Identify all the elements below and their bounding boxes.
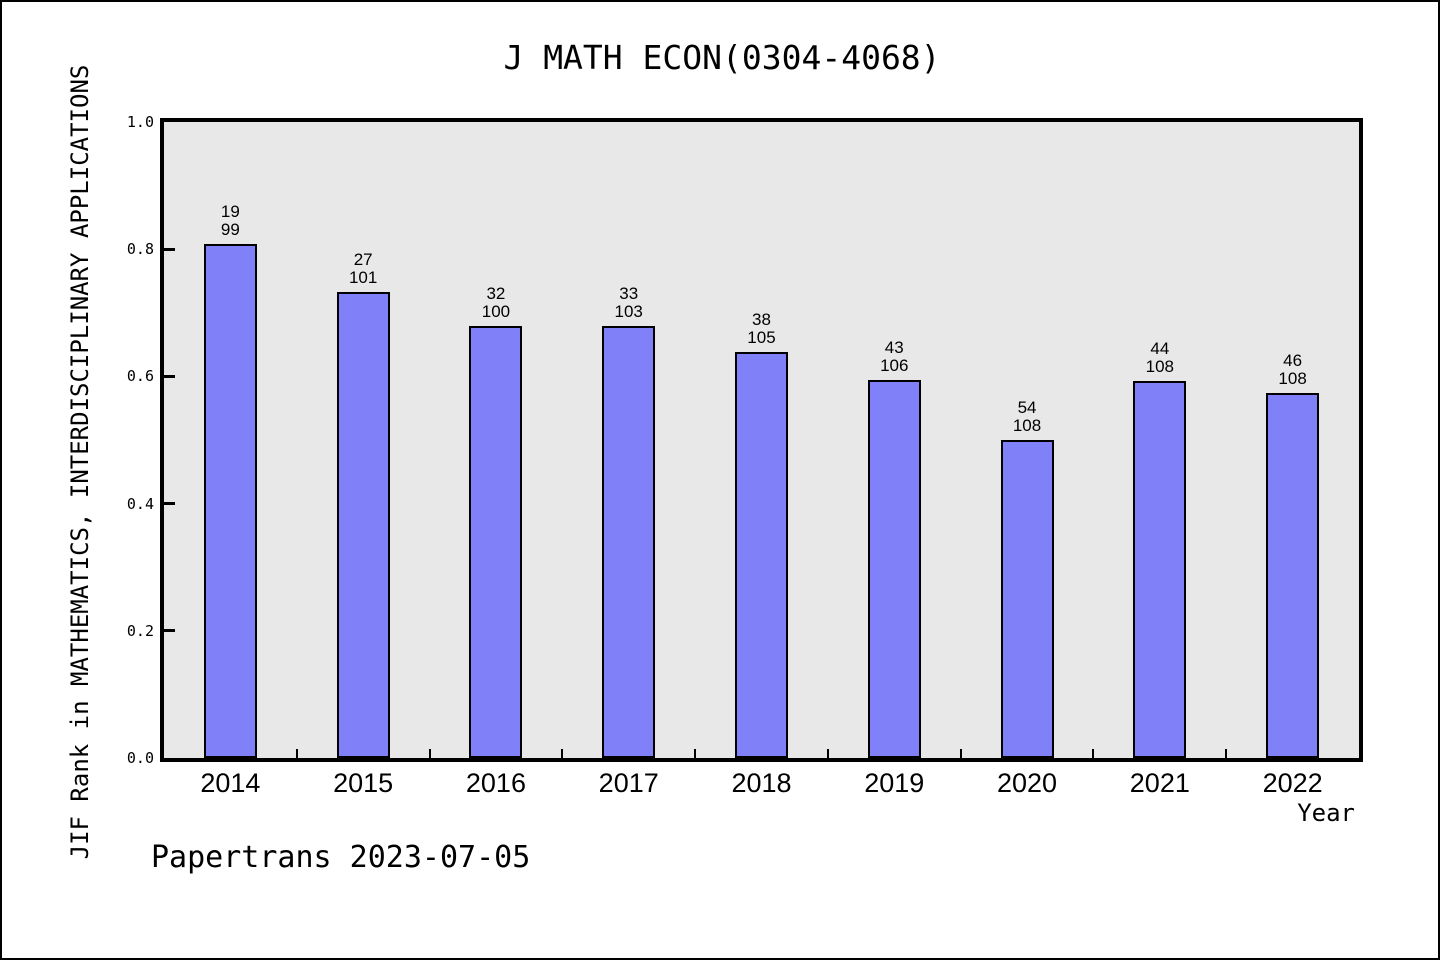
y-tick-label: 1.0: [126, 113, 154, 131]
x-tick-label: 2015: [333, 768, 394, 798]
x-minor-tick-mark: [561, 749, 564, 758]
plot-area: 19 99 27 101 32 100 33 103 38 105 43 106 54 108 44 108 4…: [160, 118, 1363, 762]
x-minor-tick-mark: [694, 749, 697, 758]
x-minor-tick-mark: [826, 749, 829, 758]
bar-value-label: 33 103: [562, 285, 695, 321]
bar-total-value: 108: [1278, 369, 1307, 388]
bar-total-value: 106: [880, 356, 909, 375]
x-minor-tick-mark: [1092, 749, 1095, 758]
bar: [336, 292, 390, 758]
bar-value-label: 27 101: [297, 251, 430, 287]
y-tick-label: 0.0: [126, 749, 154, 767]
bar-rank-value: 38: [752, 310, 771, 329]
x-tick-label: 2018: [731, 768, 792, 798]
x-tick-label: 2017: [598, 768, 659, 798]
bar-rank-value: 27: [353, 250, 373, 269]
bar: [1266, 393, 1320, 758]
bar-rank-value: 43: [884, 338, 904, 357]
bar-rank-value: 54: [1017, 398, 1037, 417]
bar-value-label: 43 106: [828, 339, 961, 375]
x-tick-label: 2020: [997, 768, 1058, 798]
x-tick-label: 2019: [864, 768, 925, 798]
bar-total-value: 100: [481, 302, 511, 321]
bar-value-label: 38 105: [695, 311, 828, 347]
plot-inner: 19 99 27 101 32 100 33 103 38 105 43 106 54 108 44 108 4…: [164, 122, 1359, 758]
y-tick-mark: [164, 374, 175, 378]
bar-total-value: 108: [1012, 416, 1042, 435]
bar-total-value: 103: [614, 302, 643, 321]
y-tick-mark: [164, 247, 175, 251]
bar-rank-value: 44: [1150, 339, 1170, 358]
y-tick-mark: [164, 629, 175, 633]
bar-rank-value: 33: [619, 284, 639, 303]
y-tick-label: 0.8: [126, 240, 154, 259]
bar: [602, 326, 656, 758]
x-axis-title: Year: [1297, 799, 1355, 827]
bar-value-label: 54 108: [961, 399, 1094, 435]
bar-value-label: 19 99: [164, 203, 297, 239]
y-tick-mark: [164, 502, 175, 506]
y-axis-title: JIF Rank in MATHEMATICS, INTERDISCIPLINA…: [66, 64, 94, 860]
bar: [203, 244, 257, 758]
bar-rank-value: 19: [220, 202, 240, 221]
x-minor-tick-mark: [295, 749, 298, 758]
bar: [867, 380, 921, 758]
x-minor-tick-mark: [1225, 749, 1228, 758]
x-tick-label: 2014: [200, 768, 261, 798]
x-minor-tick-mark: [959, 749, 962, 758]
x-tick-label: 2021: [1129, 768, 1190, 798]
y-tick-label: 0.4: [126, 494, 154, 513]
x-minor-tick-mark: [428, 749, 431, 758]
bar-value-label: 46 108: [1226, 352, 1359, 388]
bar-total-value: 99: [220, 220, 240, 239]
bar-rank-value: 32: [486, 284, 506, 303]
y-tick-label: 0.2: [126, 621, 154, 640]
y-tick-label: 0.6: [126, 367, 154, 386]
x-tick-label: 2022: [1262, 768, 1323, 798]
bar-total-value: 108: [1145, 357, 1174, 376]
x-tick-label: 2016: [465, 768, 526, 798]
bar-value-label: 44 108: [1093, 340, 1226, 376]
watermark-credit: Papertrans 2023-07-05: [151, 840, 531, 875]
bar-rank-value: 46: [1283, 351, 1303, 370]
bar: [469, 326, 523, 758]
bar-total-value: 101: [348, 268, 378, 287]
chart-title: J MATH ECON(0304-4068): [503, 38, 941, 77]
bar: [1000, 440, 1054, 758]
bar-total-value: 105: [747, 328, 776, 347]
bar-value-label: 32 100: [430, 285, 563, 321]
bar: [735, 352, 788, 758]
bar: [1133, 381, 1187, 758]
